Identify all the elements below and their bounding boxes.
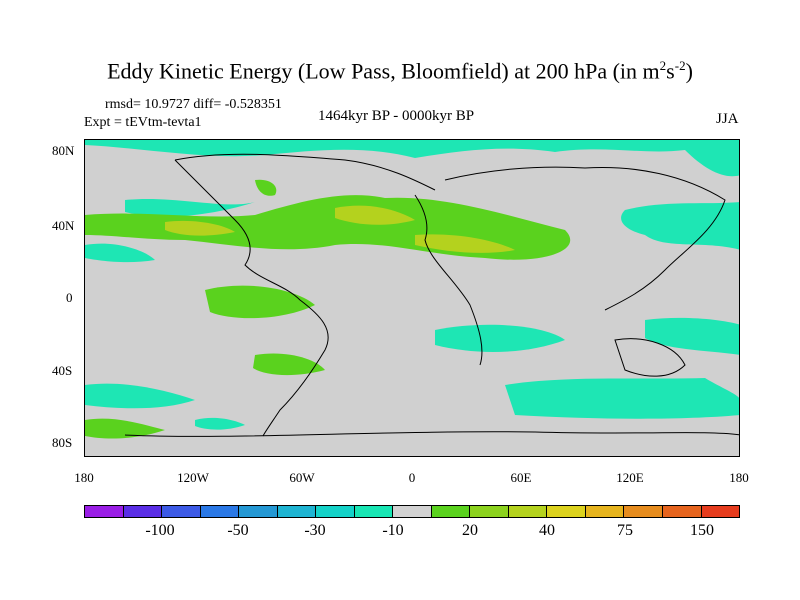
y-tick-label: 80N xyxy=(52,143,75,158)
negative-anomaly-fields xyxy=(85,140,739,430)
colorbar-segment xyxy=(662,506,702,517)
y-tick-label: 40N xyxy=(52,218,75,233)
x-tick-label: 0 xyxy=(408,470,416,485)
map-panel xyxy=(84,139,740,457)
colorbar-label: -10 xyxy=(382,522,404,539)
colorbar-label: 40 xyxy=(539,522,555,539)
colorbar xyxy=(84,505,740,518)
colorbar-segment xyxy=(162,506,201,517)
colorbar-segment xyxy=(239,506,278,517)
y-tick-label: 0 xyxy=(66,290,73,305)
colorbar-segment xyxy=(354,506,394,517)
x-tick-label: 60W xyxy=(289,470,315,485)
period-label: 1464kyr BP - 0000kyr BP xyxy=(318,108,475,124)
colorbar-segment xyxy=(624,506,663,517)
colorbar-segment xyxy=(200,506,240,517)
colorbar-segment xyxy=(470,506,509,517)
x-tick-label: 180 xyxy=(74,470,94,485)
colorbar-label: 20 xyxy=(462,522,478,539)
colorbar-segment xyxy=(277,506,317,517)
colorbar-segment xyxy=(547,506,586,517)
y-tick-label: 40S xyxy=(52,363,73,378)
x-tick-label: 120E xyxy=(616,470,644,485)
colorbar-label: -30 xyxy=(304,522,326,539)
colorbar-label: 75 xyxy=(617,522,633,539)
x-tick-label: 60E xyxy=(510,470,532,485)
colorbar-segment xyxy=(508,506,548,517)
colorbar-label: -100 xyxy=(145,522,175,539)
rmsd-text: rmsd= 10.9727 diff= -0.528351 xyxy=(105,97,282,112)
colorbar-segment xyxy=(431,506,471,517)
colorbar-segment xyxy=(85,506,124,517)
strong-positive-anomaly-cores xyxy=(165,205,515,253)
y-tick-label: 80S xyxy=(52,435,73,450)
coastlines xyxy=(124,153,739,437)
colorbar-segment xyxy=(316,506,355,517)
experiment-label: Expt = tEVtm-tevta1 xyxy=(84,115,202,130)
colorbar-segment xyxy=(585,506,625,517)
colorbar-segment xyxy=(393,506,432,517)
colorbar-label: -50 xyxy=(227,522,249,539)
x-tick-label: 180 xyxy=(729,470,749,485)
colorbar-segment xyxy=(701,506,740,517)
season-label: JJA xyxy=(716,111,739,127)
x-tick-label: 120W xyxy=(177,470,209,485)
contour-map xyxy=(85,140,739,456)
colorbar-segment xyxy=(123,506,163,517)
map-title: Eddy Kinetic Energy (Low Pass, Bloomfiel… xyxy=(107,58,693,84)
colorbar-label: 150 xyxy=(690,522,714,539)
